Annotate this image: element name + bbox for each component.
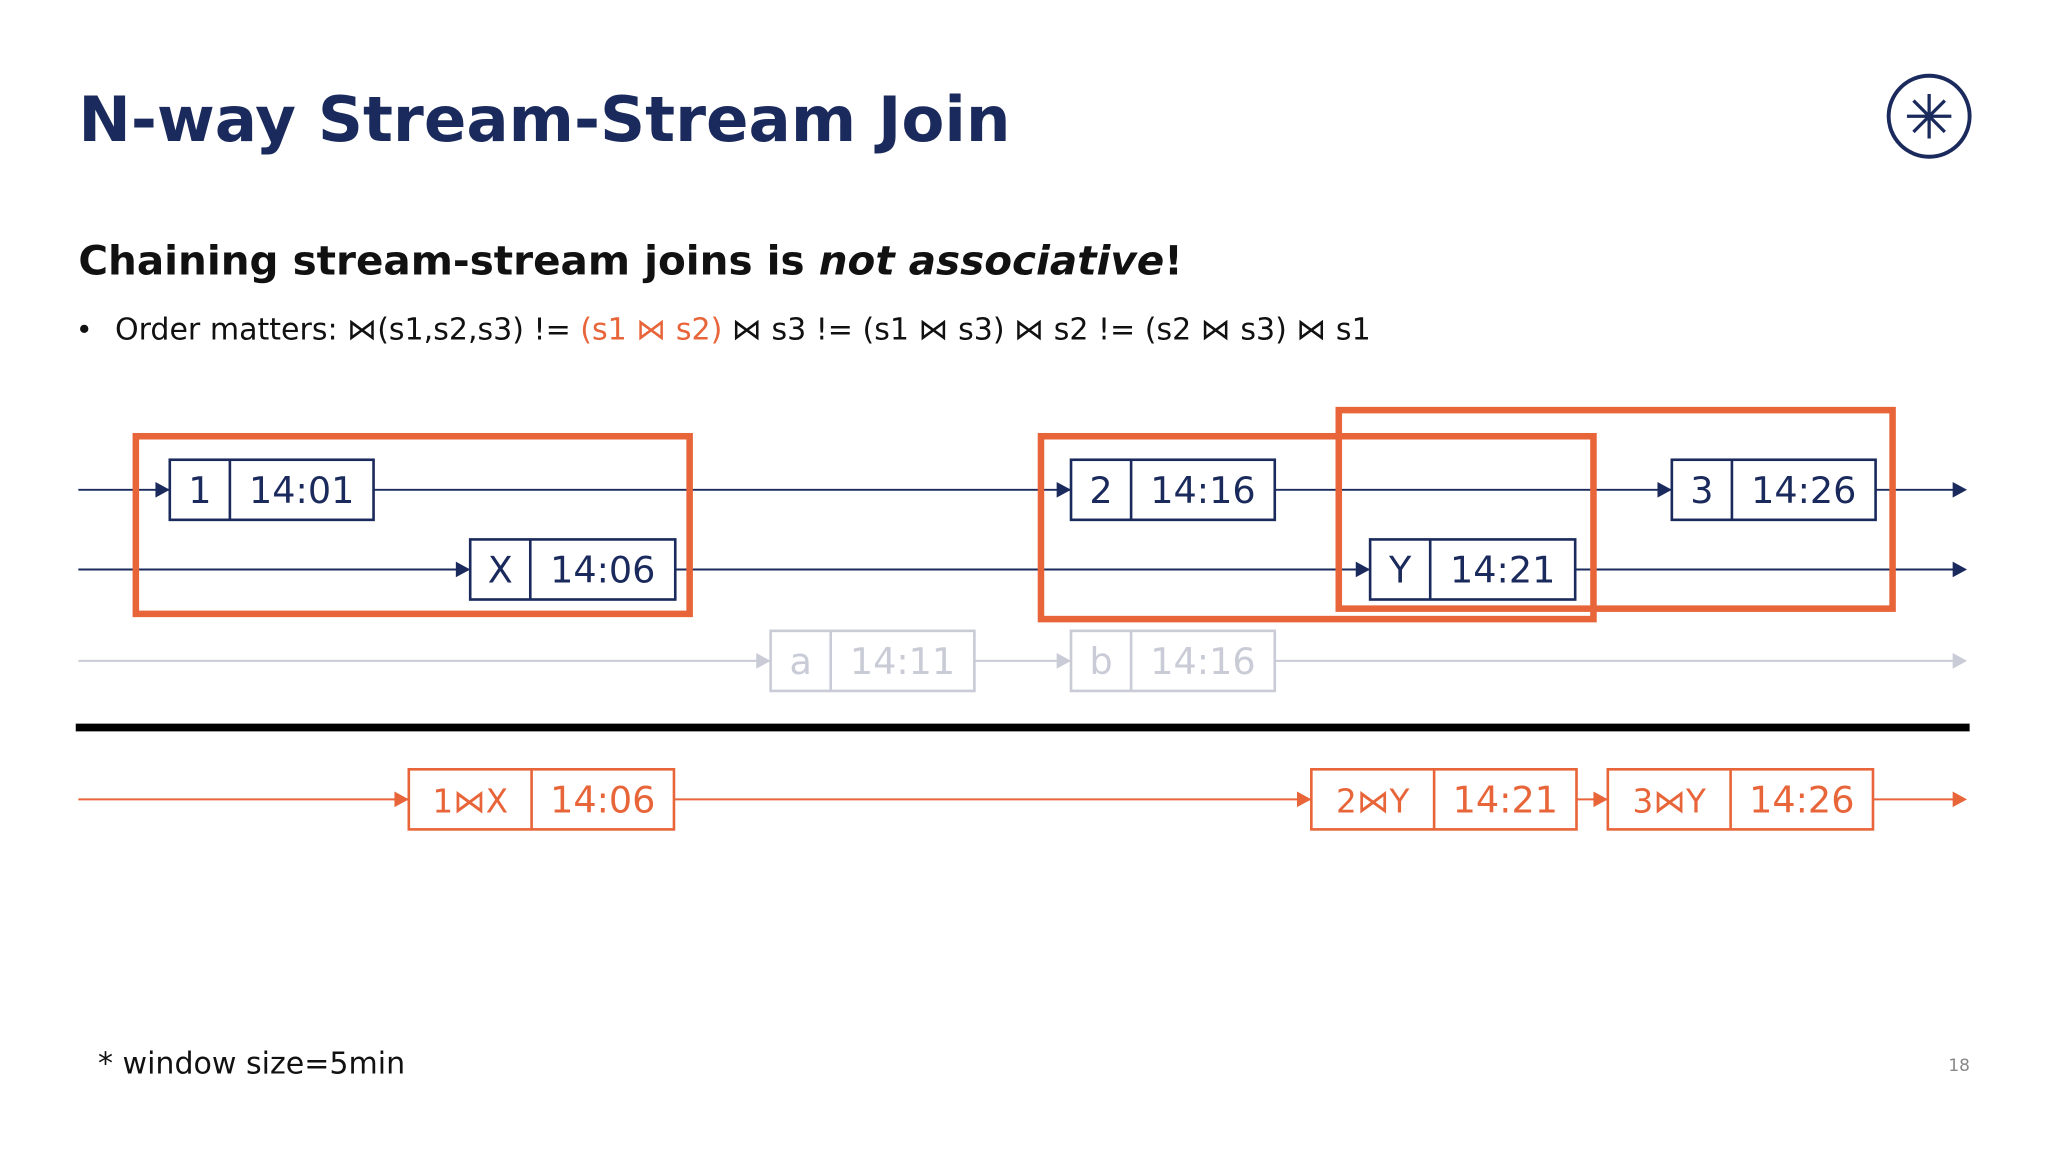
subtitle-emphasis: not associative <box>819 236 1165 284</box>
event-id: 3⋈Y <box>1633 782 1706 820</box>
bullet-text: Order matters: ⋈(s1,s2,s3) != <box>115 313 580 348</box>
event-box <box>1606 767 1875 831</box>
arrowhead <box>1355 561 1371 578</box>
arrowhead <box>1296 791 1312 808</box>
event-time: 14:06 <box>550 549 655 592</box>
arrowhead <box>756 653 771 669</box>
title: N-way Stream-Stream Join <box>78 83 1010 156</box>
arrowhead <box>1952 561 1968 578</box>
arrowhead <box>155 481 170 498</box>
event-box <box>1069 458 1277 522</box>
event-id: X <box>488 549 513 592</box>
logo <box>1886 73 1972 159</box>
arrowhead <box>1657 481 1672 498</box>
event-id: a <box>789 640 811 683</box>
event-time: 14:21 <box>1453 778 1558 821</box>
event-id: 1 <box>188 469 211 512</box>
arrowhead <box>1952 653 1968 669</box>
event-box <box>1069 629 1277 693</box>
event-time: 14:16 <box>1150 640 1255 683</box>
event-time: 14:11 <box>850 640 955 683</box>
bullet-highlight: (s1 ⋈ s2) <box>580 313 722 348</box>
event-time: 14:01 <box>249 469 354 512</box>
event-time: 14:26 <box>1751 469 1856 512</box>
window-box <box>1335 406 1896 612</box>
bullet-text: ⋈ s3 != (s1 ⋈ s3) ⋈ s2 != (s2 ⋈ s3) ⋈ s1 <box>722 313 1370 348</box>
event-time: 14:26 <box>1749 778 1854 821</box>
diagram: 1 14:01 2 14:16 3 14:26 X 14:06 Y 14:21 a 14:11 b 14:… <box>78 458 1968 831</box>
event-id: Y <box>1388 549 1412 592</box>
event-id: 2⋈Y <box>1336 782 1409 820</box>
arrowhead <box>1952 791 1968 808</box>
event-time: 14:16 <box>1150 469 1255 512</box>
window-boxes <box>132 406 1896 623</box>
arrowhead <box>1056 653 1072 669</box>
arrowhead <box>1593 791 1608 808</box>
event-id: 3 <box>1690 469 1713 512</box>
subtitle: Chaining stream-stream joins is not asso… <box>78 236 1182 284</box>
event-box <box>407 767 676 831</box>
page-number: 18 <box>1948 1056 1970 1076</box>
event-time: 14:21 <box>1450 549 1555 592</box>
event-box <box>468 538 677 601</box>
event-box <box>168 458 375 522</box>
window-box <box>132 432 693 618</box>
event-id: 1⋈X <box>432 782 508 820</box>
footnote: * window size=5min <box>98 1047 405 1082</box>
event-time: 14:06 <box>550 778 655 821</box>
arrowhead <box>394 791 409 808</box>
event-box <box>1670 458 1877 522</box>
arrowhead <box>455 561 471 578</box>
event-box <box>1310 767 1578 831</box>
event-box <box>1368 538 1577 601</box>
arrowhead <box>1056 481 1072 498</box>
subtitle-text: Chaining stream-stream joins is <box>78 236 818 284</box>
subtitle-text: ! <box>1164 236 1182 284</box>
event-box <box>769 629 976 693</box>
window-box <box>1037 432 1597 623</box>
event-id: 2 <box>1089 469 1112 512</box>
event-id: b <box>1089 640 1112 683</box>
arrowhead <box>1952 481 1968 498</box>
bullet-dot: • <box>76 313 93 347</box>
bullet: Order matters: ⋈(s1,s2,s3) != (s1 ⋈ s2) … <box>115 313 1371 348</box>
